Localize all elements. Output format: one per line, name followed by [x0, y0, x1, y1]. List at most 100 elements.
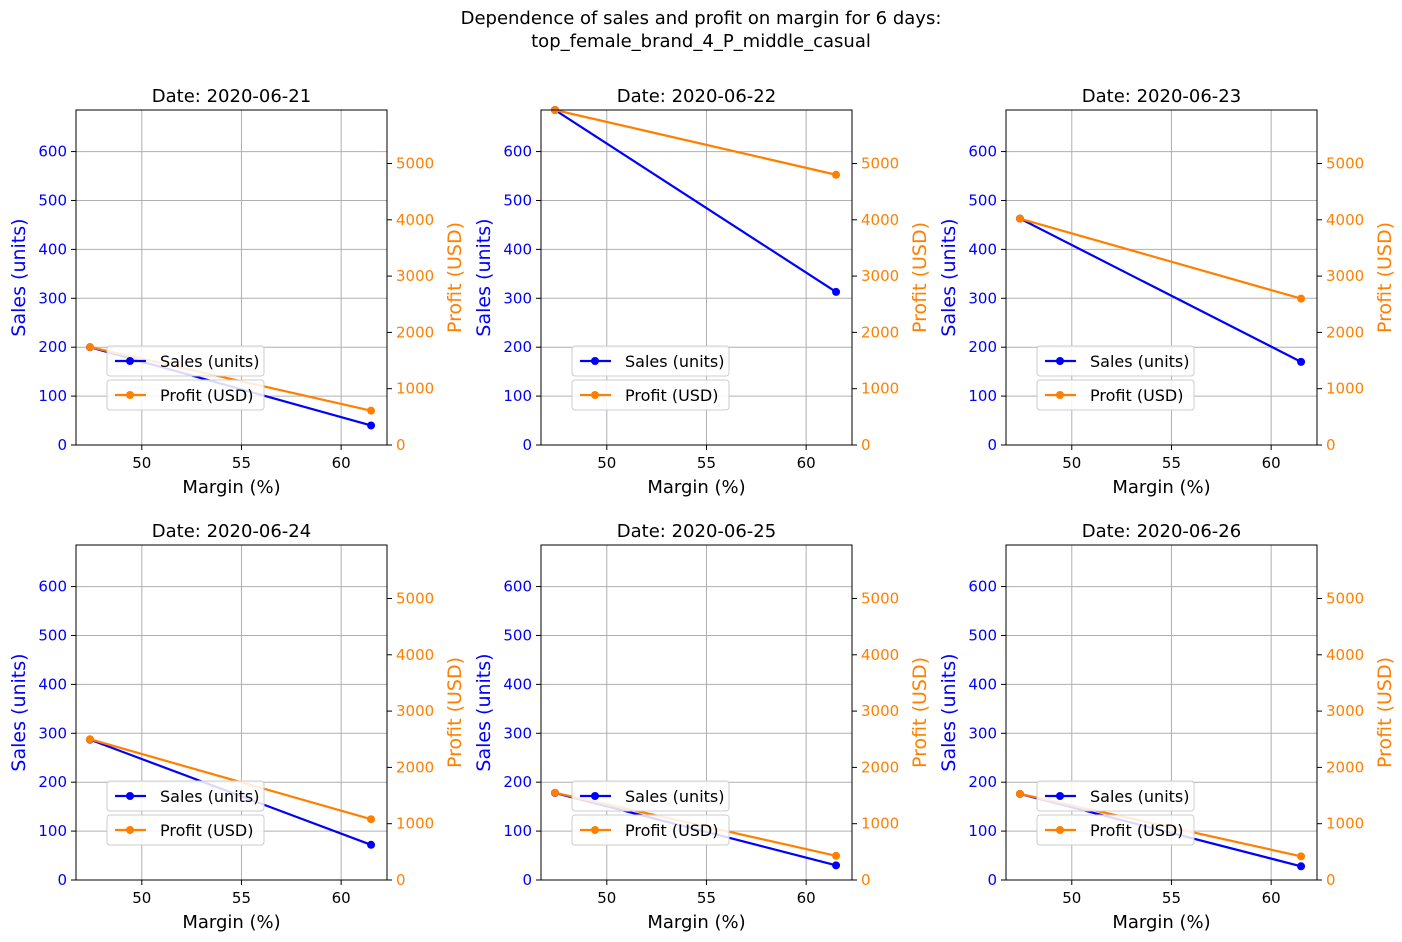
- sales-point: [832, 287, 841, 296]
- y2-tick-label: 3000: [1326, 702, 1364, 720]
- y-tick-label: 100: [968, 387, 997, 405]
- legend-sales: Sales (units): [106, 780, 265, 812]
- legend-box: [1036, 345, 1195, 377]
- legend-box: [571, 814, 730, 846]
- legend-marker: [126, 357, 134, 365]
- x-tick-label: 50: [1062, 454, 1081, 472]
- y2-tick-label: 5000: [1326, 589, 1364, 607]
- y-tick-label: 0: [987, 436, 997, 454]
- y-tick-label: 0: [987, 871, 997, 889]
- subplot-4: 50 55 600100200300400500600010002000300040…: [8, 521, 466, 933]
- y-tick-label: 200: [503, 773, 532, 791]
- x-tick-label: 60: [1262, 889, 1281, 907]
- y-tick-label: 600: [38, 143, 67, 161]
- legend-box: [1036, 780, 1195, 812]
- y-tick-label: 600: [503, 143, 532, 161]
- profit-line: [1019, 217, 1302, 300]
- y-tick-label: 300: [968, 724, 997, 742]
- sales-point: [832, 861, 841, 870]
- y-tick-label: 500: [503, 626, 532, 644]
- legend-label: Sales (units): [1090, 787, 1190, 806]
- y-tick-label: 500: [968, 191, 997, 209]
- y-axis-label: Sales (units): [8, 218, 30, 336]
- sales-point: [1297, 862, 1306, 871]
- y2-tick-label: 5000: [861, 589, 899, 607]
- legend-profit: Profit (USD): [106, 814, 265, 846]
- legend-marker: [591, 357, 599, 365]
- profit-point: [1015, 789, 1024, 798]
- subplot-1: 50 55 600100200300400500600010002000300040…: [8, 86, 466, 498]
- legend-sales: Sales (units): [571, 780, 730, 812]
- axes-frame: [1005, 109, 1318, 446]
- x-tick-label: 50: [1062, 889, 1081, 907]
- x-tick-label: 50: [597, 889, 616, 907]
- y-tick-label: 200: [38, 773, 67, 791]
- subplot-6: 50 55 600100200300400500600010002000300040…: [938, 521, 1396, 933]
- subplot-title: Date: 2020-06-24: [152, 521, 311, 542]
- sales-line: [554, 109, 837, 293]
- y-axis-label: Sales (units): [8, 653, 30, 771]
- y2-tick-label: 3000: [1326, 267, 1364, 285]
- x-axis-label: Margin (%): [647, 477, 745, 498]
- y2-tick-label: 4000: [861, 211, 899, 229]
- x-tick-label: 55: [232, 889, 251, 907]
- y-tick-label: 500: [503, 191, 532, 209]
- x-tick-label: 55: [1162, 889, 1181, 907]
- y-tick-label: 600: [38, 578, 67, 596]
- y2-tick-label: 1000: [861, 815, 899, 833]
- y2-axis-label: Profit (USD): [1374, 222, 1396, 333]
- x-axis-label: Margin (%): [647, 912, 745, 933]
- legend-marker: [126, 826, 134, 834]
- x-tick-label: 55: [697, 889, 716, 907]
- y2-tick-label: 3000: [861, 267, 899, 285]
- y-tick-label: 100: [503, 822, 532, 840]
- legend-profit: Profit (USD): [1036, 379, 1195, 411]
- y2-tick-label: 2000: [861, 323, 899, 341]
- y-tick-label: 300: [38, 724, 67, 742]
- y2-tick-label: 0: [861, 436, 871, 454]
- y2-tick-label: 0: [861, 871, 871, 889]
- y-axis-label: Sales (units): [473, 653, 495, 771]
- x-tick-label: 60: [797, 454, 816, 472]
- y2-tick-label: 1000: [396, 380, 434, 398]
- y-tick-label: 100: [968, 822, 997, 840]
- y2-tick-label: 2000: [1326, 758, 1364, 776]
- y-tick-label: 200: [503, 338, 532, 356]
- sales-line: [1019, 217, 1302, 363]
- subplot-2: 50 55 600100200300400500600010002000300040…: [473, 86, 931, 498]
- y2-axis-label: Profit (USD): [909, 657, 931, 768]
- x-tick-label: 50: [132, 889, 151, 907]
- legend-label: Profit (USD): [1090, 821, 1184, 840]
- y-tick-label: 0: [522, 871, 532, 889]
- y-tick-label: 400: [38, 675, 67, 693]
- y-tick-label: 600: [503, 578, 532, 596]
- legend-box: [571, 780, 730, 812]
- x-tick-label: 60: [1262, 454, 1281, 472]
- y-tick-label: 600: [968, 578, 997, 596]
- y2-tick-label: 1000: [1326, 380, 1364, 398]
- x-axis-label: Margin (%): [182, 477, 280, 498]
- y-tick-label: 300: [503, 724, 532, 742]
- y-tick-label: 0: [57, 436, 67, 454]
- y2-tick-label: 3000: [396, 702, 434, 720]
- y-tick-label: 100: [38, 822, 67, 840]
- legend-marker: [1056, 391, 1064, 399]
- legend-sales: Sales (units): [106, 345, 265, 377]
- profit-point: [832, 851, 841, 860]
- y2-tick-label: 5000: [396, 154, 434, 172]
- axes-frame: [540, 544, 853, 881]
- y-tick-label: 500: [968, 626, 997, 644]
- y-tick-label: 400: [38, 240, 67, 258]
- x-axis-label: Margin (%): [1112, 477, 1210, 498]
- y2-axis-label: Profit (USD): [909, 222, 931, 333]
- y-tick-label: 200: [38, 338, 67, 356]
- legend-box: [106, 780, 265, 812]
- legend-label: Sales (units): [160, 352, 260, 371]
- subplot-title: Date: 2020-06-25: [617, 521, 776, 542]
- y-tick-label: 0: [522, 436, 532, 454]
- legend-label: Profit (USD): [160, 821, 254, 840]
- y2-tick-label: 0: [396, 871, 406, 889]
- subplot-title: Date: 2020-06-26: [1082, 521, 1241, 542]
- y2-tick-label: 2000: [396, 758, 434, 776]
- subplot-title: Date: 2020-06-23: [1082, 86, 1241, 107]
